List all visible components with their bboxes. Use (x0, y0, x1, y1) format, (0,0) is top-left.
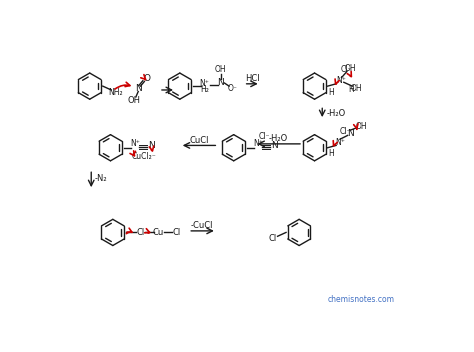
Text: Cl⁻: Cl⁻ (341, 65, 353, 74)
Text: Cl: Cl (268, 234, 276, 243)
Text: Cl⁻: Cl⁻ (339, 127, 351, 136)
Text: NH₂: NH₂ (109, 88, 123, 97)
Text: N⁺: N⁺ (254, 139, 263, 149)
Text: ·: · (109, 84, 112, 94)
Text: N⁺: N⁺ (200, 78, 210, 88)
Text: CuCl: CuCl (189, 136, 209, 145)
Text: N⁺: N⁺ (335, 138, 345, 147)
Text: -H₂O: -H₂O (327, 108, 346, 118)
Text: Cu: Cu (153, 228, 164, 237)
Text: O: O (143, 74, 150, 83)
Text: OH: OH (215, 65, 227, 75)
Text: N⁺: N⁺ (130, 139, 140, 149)
Text: N: N (271, 141, 278, 150)
Text: H₂: H₂ (200, 86, 209, 94)
Text: H: H (328, 149, 334, 158)
Text: OH: OH (345, 64, 356, 73)
Text: OH: OH (356, 122, 367, 131)
Text: N: N (135, 84, 142, 93)
Text: Cl: Cl (173, 228, 181, 237)
Text: Cl: Cl (137, 228, 145, 237)
Text: H: H (328, 88, 334, 97)
Text: -CuCl: -CuCl (191, 221, 213, 230)
Text: -H₂O: -H₂O (269, 134, 288, 143)
Text: Cl⁻: Cl⁻ (259, 132, 270, 142)
Text: H: H (348, 86, 355, 94)
Text: HCl: HCl (245, 74, 259, 83)
Text: OH: OH (128, 96, 141, 105)
Text: chemisnotes.com: chemisnotes.com (327, 295, 394, 304)
Text: N⁺: N⁺ (337, 76, 346, 85)
Text: N: N (347, 128, 354, 138)
Text: OH: OH (351, 84, 363, 93)
Text: N: N (217, 78, 224, 87)
Text: CuCl₂⁻: CuCl₂⁻ (131, 152, 156, 162)
Text: -N₂: -N₂ (95, 174, 108, 183)
Text: N: N (148, 141, 155, 150)
Text: O⁻: O⁻ (228, 84, 238, 93)
